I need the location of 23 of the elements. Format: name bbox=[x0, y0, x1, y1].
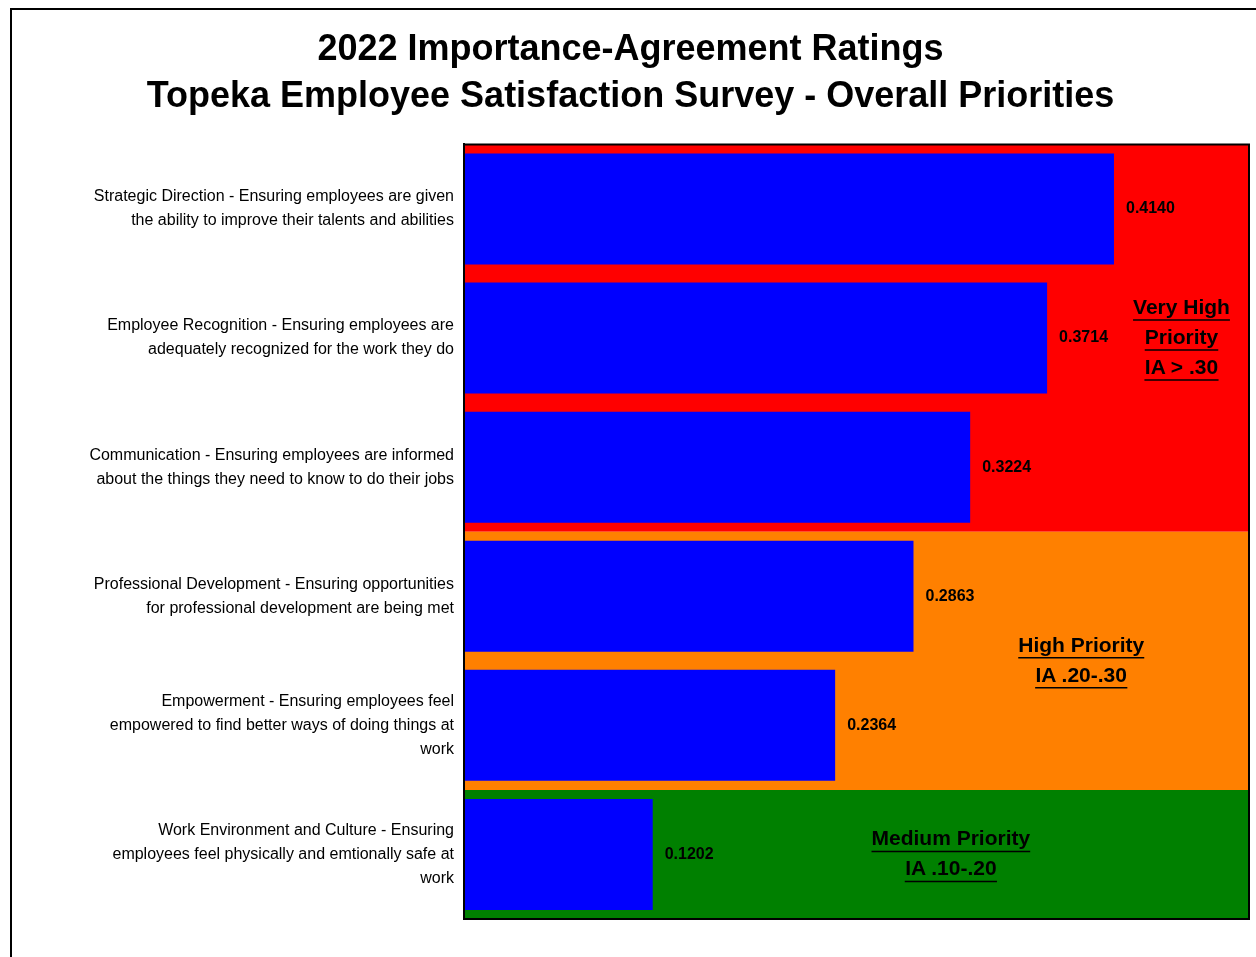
data-label: 0.3714 bbox=[1059, 328, 1109, 346]
chart-subtitle: Topeka Employee Satisfaction Survey - Overall Priorities bbox=[146, 73, 1115, 115]
bar bbox=[464, 540, 914, 652]
data-label: 0.3224 bbox=[982, 457, 1032, 475]
bar bbox=[464, 669, 836, 781]
data-label: 0.1202 bbox=[664, 844, 714, 862]
y-tick-label: Work Environment and Culture - Ensuring employees feel physically and emtionally safe at work bbox=[112, 820, 455, 886]
bar bbox=[464, 798, 653, 910]
y-tick-label: Communication - Ensuring employees are informed about the things they need to know to do their jobs bbox=[89, 445, 454, 487]
chart-title: 2022 Importance-Agreement Ratings bbox=[317, 26, 944, 68]
bar bbox=[464, 153, 1114, 265]
bar bbox=[464, 282, 1048, 394]
y-tick-label: Empowerment - Ensuring employees feel empowered to find better ways of doing things at work bbox=[109, 691, 455, 757]
y-tick-label: Employee Recognition - Ensuring employees are adequately recognized for the work they do bbox=[107, 316, 455, 358]
y-tick-label: Strategic Direction - Ensuring employees are given the ability to improve their talents and abilities bbox=[93, 187, 454, 229]
y-tick-label: Professional Development - Ensuring opportunities for professional development are being met bbox=[93, 574, 455, 616]
bar bbox=[464, 411, 971, 523]
band-label: Medium Priority IA .10-.20 bbox=[871, 826, 1031, 880]
data-label: 0.2364 bbox=[847, 715, 897, 733]
data-label: 0.2863 bbox=[925, 586, 975, 604]
band-label: High Priority IA .20-.30 bbox=[1018, 632, 1145, 686]
band-label: Very High Priority IA > .30 bbox=[1133, 294, 1230, 378]
data-label: 0.4140 bbox=[1125, 199, 1176, 217]
